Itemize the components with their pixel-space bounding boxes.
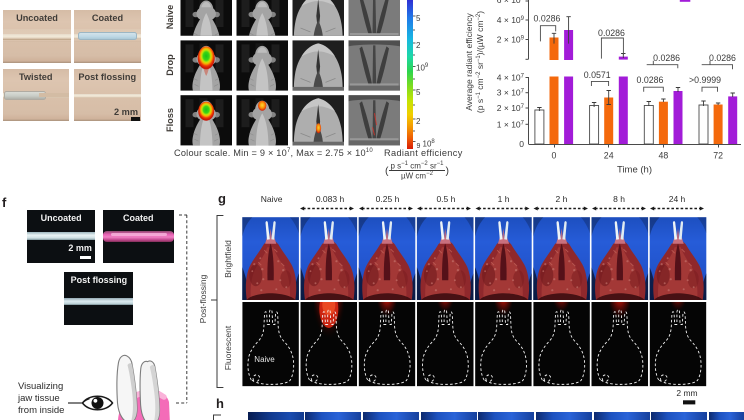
svg-text:0.25 h: 0.25 h (376, 194, 400, 204)
svg-text:24: 24 (604, 151, 614, 161)
svg-text:1 h: 1 h (498, 194, 510, 204)
svg-text:4 × 107: 4 × 107 (497, 73, 525, 83)
svg-text:24 h: 24 h (669, 194, 686, 204)
svg-text:72: 72 (713, 151, 723, 161)
svg-text:0: 0 (552, 151, 557, 161)
svg-text:6 × 109: 6 × 109 (497, 0, 525, 5)
svg-text:1 × 107: 1 × 107 (497, 119, 525, 129)
svg-text:Time (h): Time (h) (617, 165, 652, 176)
svg-text:0.0286: 0.0286 (534, 14, 561, 24)
svg-text:0.5 h: 0.5 h (436, 194, 455, 204)
svg-text:3 × 107: 3 × 107 (497, 88, 525, 98)
svg-text:0.0286: 0.0286 (709, 53, 736, 63)
svg-text:48: 48 (659, 151, 669, 161)
svg-text:0.0571: 0.0571 (584, 70, 611, 80)
svg-text:>0.9999: >0.9999 (689, 75, 721, 85)
svg-text:0.0286: 0.0286 (637, 75, 664, 85)
svg-text:8 h: 8 h (613, 194, 625, 204)
svg-text:Naive: Naive (261, 194, 283, 204)
svg-text:Naive: Naive (254, 355, 275, 364)
svg-text:2 mm: 2 mm (676, 388, 697, 398)
svg-text:2 h: 2 h (555, 194, 567, 204)
svg-text:2 × 107: 2 × 107 (497, 103, 525, 113)
svg-text:0.0286: 0.0286 (653, 53, 680, 63)
svg-text:0: 0 (519, 139, 524, 149)
svg-text:2 × 109: 2 × 109 (497, 35, 525, 45)
svg-text:0.0286: 0.0286 (598, 28, 625, 38)
svg-text:0.083 h: 0.083 h (316, 194, 345, 204)
svg-text:(p s−1 cm−2 sr−1)/(µW cm−2): (p s−1 cm−2 sr−1)/(µW cm−2) (475, 11, 485, 113)
svg-text:Average radiant efficiency: Average radiant efficiency (464, 13, 474, 111)
svg-text:4 × 109: 4 × 109 (497, 15, 525, 25)
